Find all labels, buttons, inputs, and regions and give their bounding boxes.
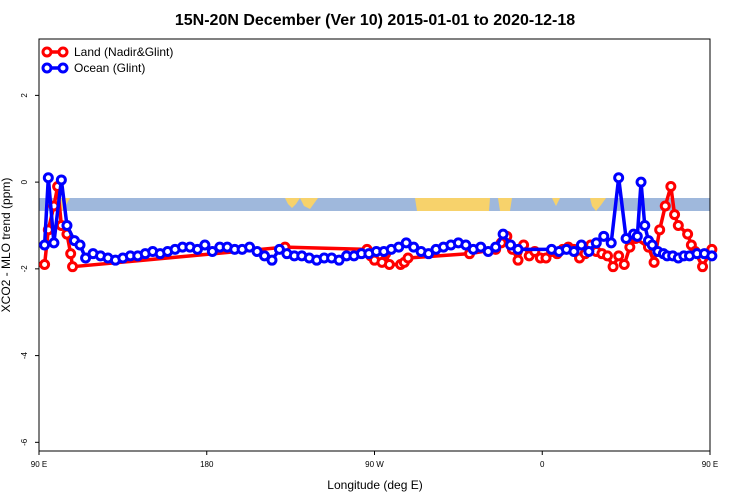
data-point xyxy=(618,259,630,271)
x-tick-label: 0 xyxy=(540,460,545,469)
data-point xyxy=(659,200,671,212)
data-point xyxy=(682,228,694,240)
legend-land-marker xyxy=(41,46,53,58)
y-tick-label: -6 xyxy=(20,438,29,446)
map-strip xyxy=(39,198,710,211)
data-point xyxy=(672,219,684,231)
y-tick-label: 2 xyxy=(20,93,29,98)
data-point xyxy=(206,246,218,258)
land-blob xyxy=(300,198,318,209)
x-tick-label: 90 E xyxy=(31,460,47,469)
data-point xyxy=(266,254,278,266)
data-point xyxy=(568,246,580,258)
data-point xyxy=(42,172,54,184)
legend-ocean-marker xyxy=(57,62,69,74)
x-tick-label: 90 E xyxy=(702,460,718,469)
y-axis: 2 0 -2 -4 -6 xyxy=(20,93,39,446)
data-point xyxy=(400,237,412,249)
data-point xyxy=(624,241,636,253)
legend-land-marker xyxy=(57,46,69,58)
y-tick-label: -4 xyxy=(20,351,29,359)
data-point xyxy=(598,230,610,242)
y-axis-label: XCO2 - MLO trend (ppm) xyxy=(0,178,13,313)
data-point xyxy=(697,261,709,273)
data-point xyxy=(61,219,73,231)
data-point xyxy=(613,250,625,262)
land-blob xyxy=(498,198,512,211)
data-point xyxy=(635,176,647,188)
data-point xyxy=(639,219,651,231)
data-point xyxy=(333,254,345,266)
data-point xyxy=(665,180,677,192)
legend-ocean-marker xyxy=(41,62,53,74)
data-point xyxy=(80,252,92,264)
data-point xyxy=(613,172,625,184)
data-point xyxy=(605,237,617,249)
data-point xyxy=(39,259,51,271)
data-point xyxy=(505,239,517,251)
series-layer xyxy=(39,172,718,273)
land-blob xyxy=(415,198,490,211)
legend-land-label: Land (Nadir&Glint) xyxy=(74,45,173,59)
data-point xyxy=(475,241,487,253)
data-point xyxy=(583,246,595,258)
data-point xyxy=(39,239,51,251)
y-tick-label: 0 xyxy=(20,179,29,184)
data-point xyxy=(408,241,420,253)
x-axis-label: Longitude (deg E) xyxy=(327,478,422,492)
data-point xyxy=(706,250,718,262)
data-point xyxy=(490,241,502,253)
data-point xyxy=(460,239,472,251)
data-point xyxy=(55,174,67,186)
data-point xyxy=(654,224,666,236)
land-blob xyxy=(285,198,300,208)
data-point xyxy=(512,243,524,255)
x-tick-label: 90 W xyxy=(365,460,384,469)
data-point xyxy=(402,252,414,264)
data-point xyxy=(648,256,660,268)
data-point xyxy=(259,250,271,262)
data-point xyxy=(244,241,256,253)
data-point xyxy=(575,239,587,251)
legend-ocean-label: Ocean (Glint) xyxy=(74,61,145,75)
data-point xyxy=(67,261,79,273)
data-point xyxy=(512,254,524,266)
data-point xyxy=(199,239,211,251)
data-point xyxy=(631,230,643,242)
data-point xyxy=(251,246,263,258)
data-point xyxy=(393,241,405,253)
data-point xyxy=(191,243,203,255)
data-point xyxy=(590,237,602,249)
series-ocean xyxy=(39,172,718,266)
y-tick-label: -2 xyxy=(20,265,29,273)
land-blob xyxy=(552,198,560,206)
data-point xyxy=(540,252,552,264)
ocean-band xyxy=(39,198,710,211)
data-point xyxy=(646,239,658,251)
data-point xyxy=(423,248,435,260)
data-point xyxy=(48,237,60,249)
data-point xyxy=(669,209,681,221)
data-point xyxy=(620,232,632,244)
data-point xyxy=(383,259,395,271)
x-tick-label: 180 xyxy=(200,460,214,469)
data-point xyxy=(497,228,509,240)
land-blob xyxy=(590,198,606,211)
data-point xyxy=(74,239,86,251)
chart-title: 15N-20N December (Ver 10) 2015-01-01 to … xyxy=(175,12,575,29)
data-point xyxy=(273,243,285,255)
x-axis: 90 E 180 90 W 0 90 E xyxy=(31,451,718,469)
data-point xyxy=(482,246,494,258)
data-point xyxy=(607,261,619,273)
data-point xyxy=(65,248,77,260)
data-point xyxy=(601,250,613,262)
legend: Land (Nadir&Glint) Ocean (Glint) xyxy=(41,45,173,75)
